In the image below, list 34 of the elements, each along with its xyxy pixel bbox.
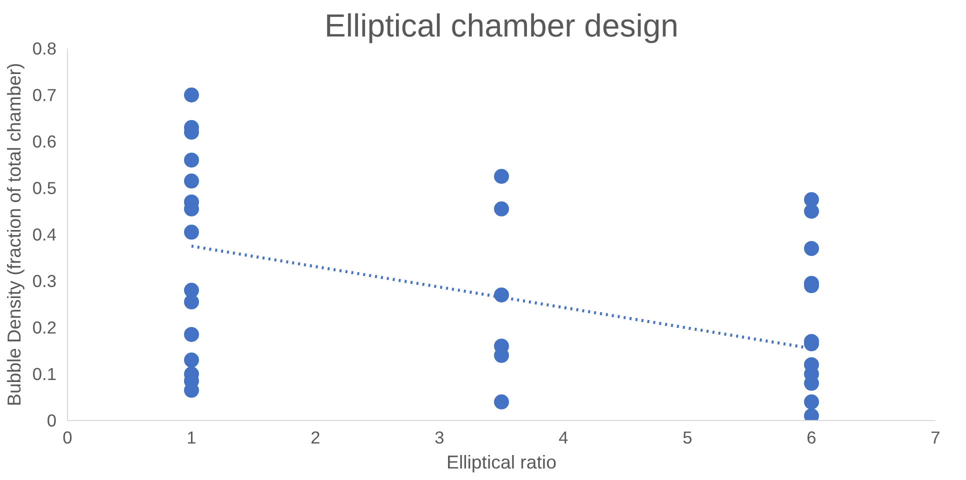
- point: [494, 201, 509, 216]
- chart-title: Elliptical chamber design: [324, 8, 678, 44]
- point: [804, 240, 819, 256]
- y-tick-label: 0: [46, 410, 57, 430]
- x-tick-label: 6: [806, 428, 816, 448]
- point: [494, 394, 509, 410]
- point: [804, 394, 819, 410]
- y-tick-label: 0.5: [32, 178, 57, 198]
- y-tick-label: 0.8: [32, 38, 57, 58]
- point: [184, 326, 199, 342]
- y-axis-title: Bubble Density (fraction of total chamber): [3, 62, 24, 406]
- point: [184, 152, 199, 168]
- y-tick-label: 0.6: [32, 132, 57, 152]
- point: [494, 168, 509, 184]
- x-tick-label: 1: [186, 428, 196, 448]
- point: [184, 88, 199, 102]
- y-tick-label: 0.3: [32, 271, 57, 291]
- x-axis-title: Elliptical ratio: [446, 452, 556, 472]
- y-tick-label: 0.4: [32, 224, 57, 244]
- x-tick-label: 7: [930, 428, 940, 448]
- x-tick-label: 4: [558, 428, 569, 448]
- point: [184, 294, 199, 310]
- x-tick-label: 2: [310, 428, 320, 448]
- point: [184, 352, 199, 368]
- y-tick-label: 0.2: [32, 318, 57, 338]
- y-tick-label: 0.1: [32, 364, 57, 384]
- point: [494, 287, 509, 302]
- point: [804, 204, 819, 219]
- y-tick-label: 0.7: [32, 85, 57, 105]
- x-tick-label: 3: [434, 428, 444, 448]
- x-tick-label: 0: [62, 428, 72, 448]
- point: [184, 224, 199, 240]
- x-tick-label: 5: [682, 428, 692, 448]
- point: [184, 174, 199, 189]
